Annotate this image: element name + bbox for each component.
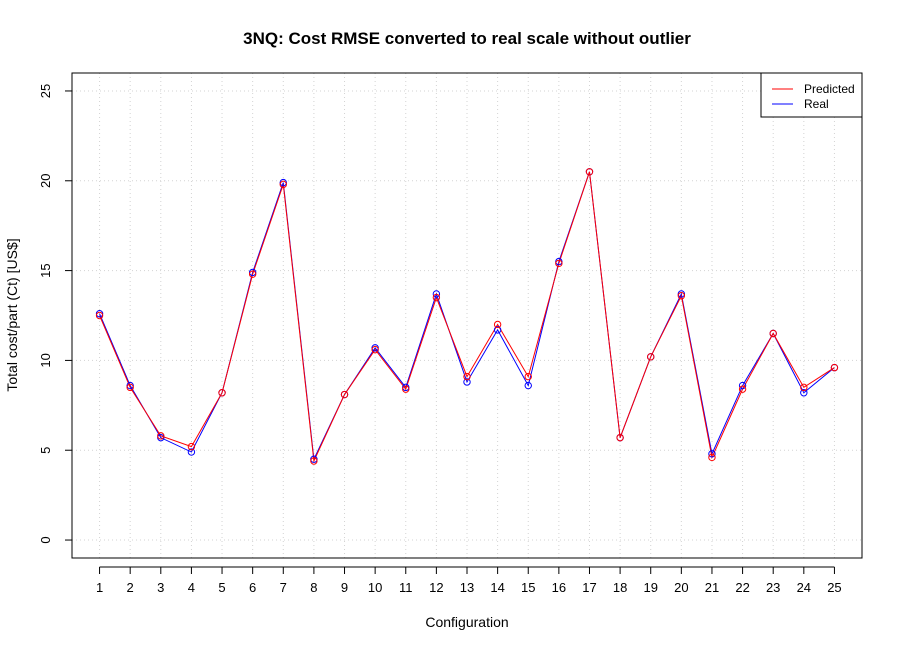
y-axis: 0 5 10 15 20 25 (38, 84, 72, 544)
point-predicted (279, 180, 287, 189)
x-tick-label: 5 (218, 580, 225, 595)
x-tick-label: 14 (490, 580, 504, 595)
point-predicted (126, 383, 134, 392)
x-tick-label: 18 (613, 580, 627, 595)
point-predicted (738, 385, 747, 393)
legend-label-predicted: Predicted (804, 82, 855, 96)
legend-label-real: Real (804, 97, 829, 111)
y-tick-label: 10 (38, 353, 53, 367)
x-axis-label: Configuration (425, 614, 508, 630)
point-real (493, 326, 502, 334)
point-predicted (157, 432, 165, 440)
y-tick-label: 20 (38, 174, 53, 188)
point-predicted (585, 168, 594, 176)
x-tick-label: 4 (188, 580, 195, 595)
x-tick-label: 23 (766, 580, 780, 595)
x-axis: 1 2 3 4 5 6 7 8 9 10 11 12 13 14 15 16 17 18 19 20 21 22 23 24 2… (96, 566, 842, 595)
point-real (187, 448, 196, 456)
y-tick-label: 5 (38, 447, 53, 454)
series-line-real (99, 171, 835, 462)
point-predicted (95, 311, 104, 320)
x-tick-label: 6 (249, 580, 256, 595)
point-real (524, 381, 532, 390)
point-real (738, 381, 747, 390)
x-tick-label: 25 (827, 580, 841, 595)
plot-frame (71, 72, 863, 559)
x-tick-label: 9 (341, 580, 348, 595)
x-tick-label: 1 (96, 580, 103, 595)
x-tick-label: 8 (310, 580, 317, 595)
x-tick-label: 17 (582, 580, 596, 595)
point-predicted (677, 292, 686, 300)
point-predicted (493, 320, 502, 329)
point-predicted (310, 457, 318, 465)
x-tick-label: 22 (735, 580, 749, 595)
point-predicted (647, 353, 655, 361)
point-predicted (769, 329, 777, 338)
y-tick-label: 25 (38, 84, 53, 98)
x-tick-label: 13 (460, 580, 474, 595)
point-real (463, 378, 471, 386)
x-tick-label: 21 (705, 580, 719, 595)
point-predicted (555, 259, 563, 268)
x-tick-label: 7 (280, 580, 287, 595)
point-predicted (402, 385, 410, 393)
legend: Predicted Real (760, 72, 863, 118)
point-predicted (218, 389, 226, 397)
x-tick-label: 2 (127, 580, 134, 595)
point-predicted (432, 293, 441, 302)
point-predicted (800, 383, 808, 392)
point-real (708, 450, 716, 458)
series-layer (95, 168, 839, 465)
point-predicted (248, 270, 257, 278)
x-tick-label: 19 (643, 580, 657, 595)
grid (72, 73, 862, 558)
point-predicted (830, 363, 839, 372)
point-predicted (708, 453, 716, 462)
x-tick-label: 10 (368, 580, 382, 595)
point-predicted (340, 390, 349, 399)
point-real (432, 290, 441, 298)
point-predicted (371, 345, 379, 354)
y-tick-label: 0 (38, 536, 53, 543)
point-predicted (616, 433, 624, 442)
point-real (800, 389, 808, 397)
point-predicted (187, 442, 196, 451)
x-tick-label: 24 (797, 580, 811, 595)
legend-box (760, 72, 863, 118)
x-tick-label: 3 (157, 580, 164, 595)
y-axis-label: Total cost/part (Ct) [US$] (4, 238, 20, 391)
x-tick-label: 11 (399, 580, 413, 595)
point-predicted (524, 372, 532, 381)
chart-title: 3NQ: Cost RMSE converted to real scale w… (243, 29, 691, 48)
point-predicted (463, 372, 471, 381)
x-tick-label: 12 (429, 580, 443, 595)
x-tick-label: 16 (552, 580, 566, 595)
x-tick-label: 15 (521, 580, 535, 595)
x-tick-label: 20 (674, 580, 688, 595)
y-tick-label: 15 (38, 263, 53, 277)
